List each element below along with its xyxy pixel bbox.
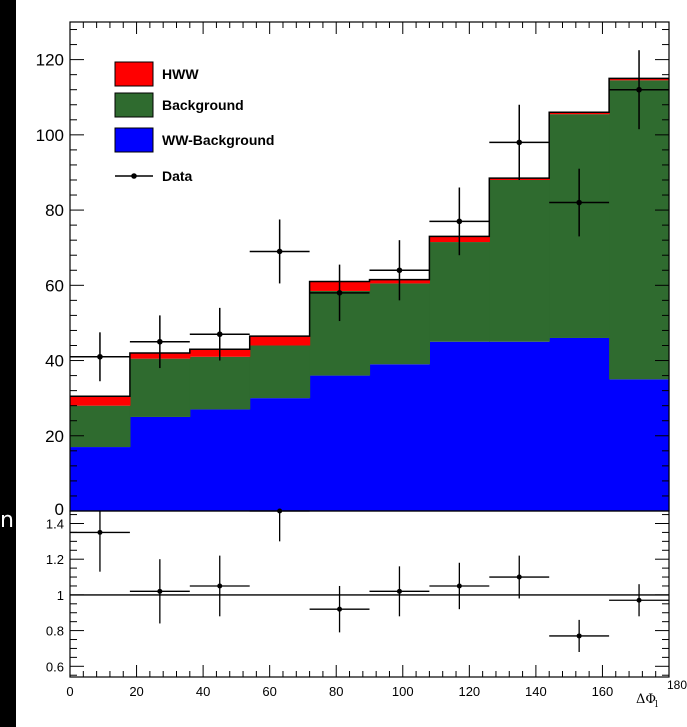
legend-label-data: Data bbox=[162, 168, 193, 184]
bar-ww-background-0 bbox=[70, 447, 131, 511]
data-point-7 bbox=[516, 139, 523, 146]
data-point-4 bbox=[336, 290, 343, 296]
ratio-point-9 bbox=[636, 597, 642, 603]
y-tick-label-100: 100 bbox=[36, 126, 64, 145]
data-point-6 bbox=[456, 218, 463, 225]
ratio-y-tick-label-1: 1 bbox=[57, 588, 64, 603]
data-point-9 bbox=[636, 86, 642, 93]
ratio-point-8 bbox=[576, 633, 582, 639]
bottom-frame bbox=[69, 510, 670, 678]
legend-swatch-2 bbox=[114, 127, 154, 153]
bar-background-1 bbox=[129, 358, 191, 417]
bar-ww-background-3 bbox=[249, 398, 311, 511]
bar-ww-background-2 bbox=[189, 409, 251, 511]
bar-ww-background-6 bbox=[429, 341, 490, 511]
ratio-point-4 bbox=[337, 606, 343, 612]
y-tick-label-80: 80 bbox=[45, 201, 64, 220]
bar-ww-background-7 bbox=[489, 341, 550, 511]
ratio-point-0 bbox=[97, 529, 103, 535]
bar-hww-3 bbox=[249, 336, 311, 346]
cropped-edge-text: n bbox=[0, 508, 14, 533]
x-tick-label-40: 40 bbox=[196, 684, 210, 699]
ratio-y-tick-label-1.4: 1.4 bbox=[46, 516, 64, 531]
bar-background-3 bbox=[249, 345, 311, 399]
ratio-y-tick-label-0.6: 0.6 bbox=[46, 659, 64, 674]
bar-background-2 bbox=[189, 356, 251, 410]
main-histogram: 20 40 60 80 100 120 0 HWW Background WW-Backgroun… bbox=[36, 21, 670, 519]
ratio-plot: 0.6 0.8 1 1.2 1.4 0 20 40 60 80 100 120 140 160 180 ΔΦl bbox=[46, 508, 687, 710]
x-tick-label-140: 140 bbox=[525, 684, 547, 699]
bar-background-7 bbox=[489, 179, 550, 342]
bar-background-9 bbox=[609, 80, 670, 380]
ratio-y-tick-label-0.8: 0.8 bbox=[46, 624, 64, 639]
bar-ww-background-4 bbox=[309, 375, 371, 511]
bar-ww-background-5 bbox=[369, 364, 430, 511]
bar-background-6 bbox=[429, 242, 490, 342]
bar-background-0 bbox=[70, 405, 131, 448]
y-tick-label-0: 0 bbox=[55, 500, 64, 519]
legend-data-marker bbox=[131, 173, 137, 179]
legend-label-2: WW-Background bbox=[162, 132, 275, 148]
ratio-point-1 bbox=[157, 588, 163, 594]
ratio-point-5 bbox=[396, 588, 402, 594]
bar-hww-8 bbox=[549, 112, 610, 115]
stack-outline bbox=[70, 77, 669, 398]
x-tick-label-100: 100 bbox=[392, 684, 414, 699]
x-tick-label-20: 20 bbox=[129, 684, 143, 699]
data-point-8 bbox=[576, 199, 582, 206]
x-tick-label-120: 120 bbox=[458, 684, 480, 699]
ratio-point-7 bbox=[516, 574, 522, 580]
x-tick-label-60: 60 bbox=[262, 684, 276, 699]
y-tick-label-40: 40 bbox=[45, 352, 64, 371]
data-point-2 bbox=[216, 331, 223, 338]
x-axis-title-subscript: l bbox=[655, 700, 658, 710]
data-point-1 bbox=[157, 338, 163, 345]
legend-label-1: Background bbox=[162, 97, 244, 113]
bar-hww-0 bbox=[70, 396, 131, 406]
x-tick-label-180: 180 bbox=[667, 678, 687, 692]
ratio-point-2 bbox=[217, 583, 223, 589]
data-point-0 bbox=[97, 353, 103, 360]
y-tick-label-20: 20 bbox=[45, 427, 64, 446]
bar-ww-background-9 bbox=[609, 379, 670, 511]
x-tick-label-0: 0 bbox=[66, 684, 73, 699]
y-tick-label-60: 60 bbox=[45, 276, 64, 295]
bar-ww-background-1 bbox=[129, 416, 191, 511]
x-tick-label-80: 80 bbox=[329, 684, 343, 699]
x-tick-label-160: 160 bbox=[592, 684, 614, 699]
data-point-3 bbox=[276, 248, 283, 255]
ratio-point-6 bbox=[456, 583, 462, 589]
y-tick-label-120: 120 bbox=[36, 51, 64, 70]
data-point-5 bbox=[396, 267, 403, 274]
legend-swatch-0 bbox=[114, 61, 154, 87]
bar-ww-background-8 bbox=[549, 337, 610, 511]
legend-label-0: HWW bbox=[162, 66, 199, 82]
x-axis-title: ΔΦ bbox=[636, 692, 656, 707]
ratio-y-tick-label-1.2: 1.2 bbox=[46, 552, 64, 567]
legend-swatch-1 bbox=[114, 92, 154, 118]
